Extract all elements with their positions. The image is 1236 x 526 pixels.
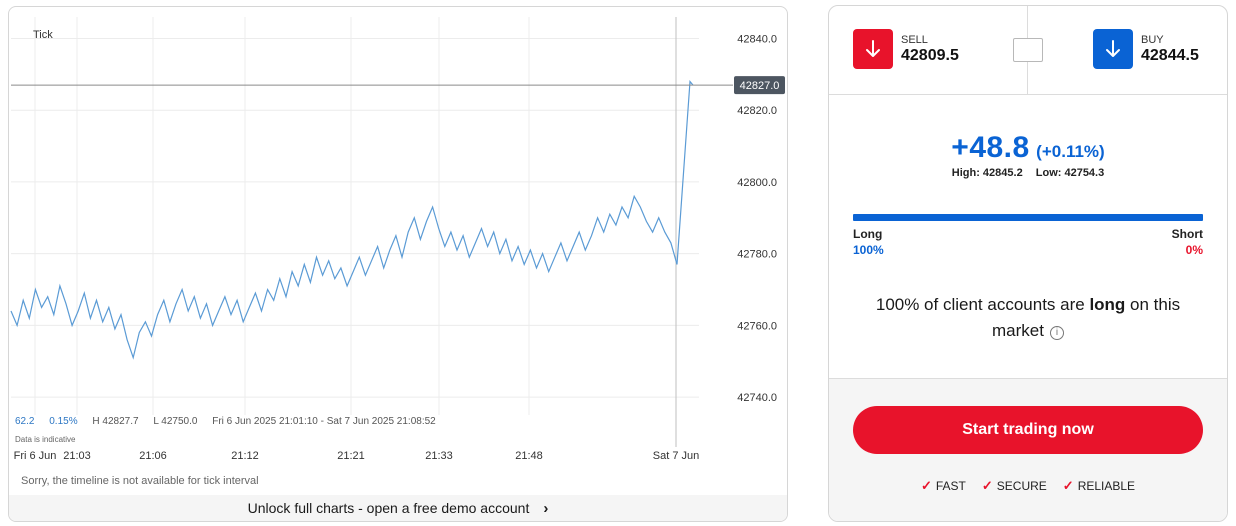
client-text-suffix: on this market <box>992 295 1181 340</box>
long-label: Long <box>853 227 883 241</box>
feature-label: FAST <box>935 479 966 493</box>
feature-fast: ✓ FAST <box>921 478 966 494</box>
trade-panel: SELL 42809.5 BUY 42844.5 +48.8 (+0.11%) … <box>828 5 1228 522</box>
client-text-prefix: 100% of client accounts are <box>875 295 1090 314</box>
change-value: +48.8 <box>951 131 1030 164</box>
data-indicative-note: Data is indicative <box>15 435 76 444</box>
stat-low: L 42750.0 <box>153 416 198 427</box>
feature-reliable: ✓ RELIABLE <box>1063 478 1135 494</box>
chart-card: 42840.0 42820.0 42800.0 42780.0 42760.0 42740… <box>8 6 788 522</box>
feature-label: SECURE <box>996 479 1047 493</box>
x-tick-label: 21:33 <box>425 450 453 462</box>
chart-stats: 62.2 0.15% H 42827.7 L 42750.0 Fri 6 Jun… <box>15 416 448 427</box>
x-tick-label: 21:12 <box>231 450 259 462</box>
sell-price: 42809.5 <box>901 46 959 64</box>
sell-button[interactable]: SELL 42809.5 <box>853 29 959 69</box>
long-percent: 100% <box>853 243 884 257</box>
client-sentiment: Long Short 100% 0% <box>853 214 1203 257</box>
stat-change-pct: 0.15% <box>49 416 78 427</box>
buy-label: BUY <box>1141 33 1164 46</box>
current-price-tag <box>734 76 785 95</box>
check-icon: ✓ <box>1062 478 1074 493</box>
short-label: Short <box>1171 227 1203 241</box>
x-tick-label: 21:03 <box>63 450 91 462</box>
buy-price: 42844.5 <box>1141 46 1199 64</box>
x-tick-label: 21:06 <box>139 450 167 462</box>
price-chart[interactable]: 42840.0 42820.0 42800.0 42780.0 42760.0 42740… <box>9 7 788 497</box>
x-tick-label: Fri 6 Jun <box>14 450 57 462</box>
price-row: SELL 42809.5 BUY 42844.5 <box>829 6 1227 95</box>
stat-range: Fri 6 Jun 2025 21:01:10 - Sat 7 Jun 2025… <box>212 416 436 427</box>
y-tick-label: 42820.0 <box>737 105 777 117</box>
start-trading-button[interactable]: Start trading now <box>853 406 1203 454</box>
unlock-charts-link[interactable]: Unlock full charts - open a free demo ac… <box>9 495 787 521</box>
sell-label: SELL <box>901 33 928 46</box>
feature-secure: ✓ SECURE <box>982 478 1047 494</box>
x-tick-label: 21:21 <box>337 450 365 462</box>
check-icon: ✓ <box>920 478 932 493</box>
x-tick-label: Sat 7 Jun <box>653 450 699 462</box>
y-tick-label: 42800.0 <box>737 177 777 189</box>
timeline-message: Sorry, the timeline is not available for… <box>21 475 259 487</box>
y-tick-label: 42760.0 <box>737 320 777 332</box>
y-tick-label: 42840.0 <box>737 34 777 46</box>
info-icon[interactable]: i <box>1049 326 1064 340</box>
buy-arrow-icon <box>1093 29 1133 69</box>
feature-list: ✓ FAST ✓ SECURE ✓ RELIABLE <box>829 478 1227 494</box>
daily-change: +48.8 (+0.11%) High: 42845.2 Low: 42754.… <box>829 131 1227 179</box>
current-price-label: 42827.0 <box>740 80 780 92</box>
stat-high: H 42827.7 <box>92 416 139 427</box>
sell-arrow-icon <box>853 29 893 69</box>
y-tick-label: 42780.0 <box>737 249 777 261</box>
day-high: High: 42845.2 <box>951 167 1023 179</box>
y-tick-label: 42740.0 <box>737 392 777 404</box>
client-accounts-text: 100% of client accounts are long on this… <box>849 292 1207 344</box>
x-tick-label: 21:48 <box>515 450 543 462</box>
client-text-emphasis: long <box>1089 295 1126 314</box>
chevron-right-icon: › <box>543 499 549 517</box>
short-percent: 0% <box>1185 243 1203 257</box>
change-percent: (+0.11%) <box>1036 142 1105 161</box>
buy-button[interactable]: BUY 42844.5 <box>1093 29 1199 69</box>
cta-area: Start trading now ✓ FAST ✓ SECURE ✓ RELIABL… <box>829 378 1227 521</box>
feature-label: RELIABLE <box>1077 479 1136 493</box>
day-low: Low: 42754.3 <box>1035 167 1105 179</box>
check-icon: ✓ <box>981 478 993 493</box>
sentiment-bar <box>853 214 1203 221</box>
interval-label[interactable]: Tick <box>33 29 53 41</box>
stat-change: 62.2 <box>15 416 35 427</box>
price-line <box>10 79 694 360</box>
unlock-text: Unlock full charts - open a free demo ac… <box>247 500 530 516</box>
spread-indicator <box>1013 38 1043 62</box>
